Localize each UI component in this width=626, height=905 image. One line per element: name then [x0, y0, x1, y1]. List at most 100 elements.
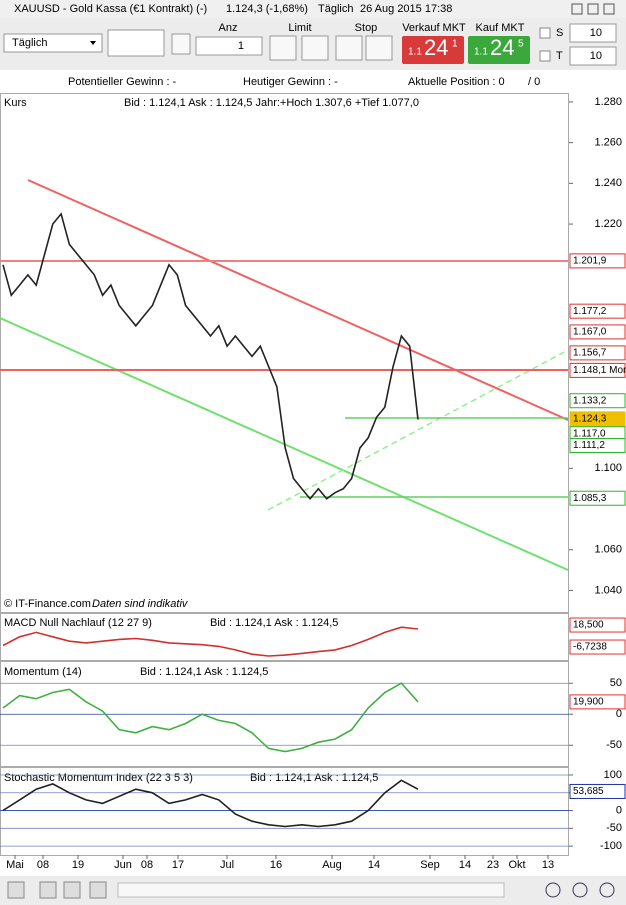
- period-select[interactable]: [3, 33, 103, 53]
- y-tick-label: 1.260: [594, 137, 622, 149]
- sell-label: Verkauf MKT: [402, 22, 466, 34]
- scrollbar[interactable]: [117, 882, 505, 898]
- macd-panel: [0, 613, 569, 661]
- x-tick-label: 23: [487, 859, 499, 871]
- price-marker-label: -6,7238: [573, 642, 607, 653]
- interval: Täglich: [318, 3, 353, 15]
- x-tick-label: 17: [172, 859, 184, 871]
- panel-name: Momentum (14): [4, 666, 82, 678]
- y-tick-label: 100: [604, 769, 622, 781]
- panel-name: MACD Null Nachlauf (12 27 9): [4, 617, 152, 629]
- price-marker-label: 1.117,0: [573, 428, 606, 439]
- disclaimer: Daten sind indikativ: [92, 598, 189, 610]
- tool-button[interactable]: [7, 881, 25, 899]
- s-checkbox[interactable]: [539, 27, 551, 39]
- price-marker-label: 1.085,3: [573, 493, 607, 504]
- price-marker-label: 1.167,0: [573, 327, 607, 338]
- sell-button[interactable]: [402, 36, 464, 64]
- window-button[interactable]: [603, 3, 615, 15]
- anz-input[interactable]: [195, 36, 263, 56]
- price-marker: [569, 393, 626, 409]
- y-tick-label: 50: [610, 677, 622, 689]
- price-marker-label: 1.111,2: [573, 440, 605, 451]
- price-marker: [569, 490, 626, 506]
- tool-button[interactable]: [89, 881, 107, 899]
- trend-line: [27, 179, 569, 421]
- t-checkbox[interactable]: [539, 50, 551, 62]
- anz-label: Anz: [219, 22, 238, 34]
- price-marker: [569, 694, 626, 710]
- panel-name: Stochastic Momentum Index (22 3 5 3): [4, 772, 193, 784]
- sell-price-main: 24: [424, 35, 448, 60]
- y-tick-label: 1.100: [594, 462, 622, 474]
- stop-buy[interactable]: [335, 35, 363, 61]
- series-line: [2, 682, 419, 753]
- tool-button[interactable]: [39, 881, 57, 899]
- position-suffix: / 0: [528, 76, 540, 88]
- x-tick-label: 08: [141, 859, 153, 871]
- zoom-button[interactable]: [599, 882, 615, 898]
- x-tick-label: 14: [368, 859, 380, 871]
- x-tick-label: Jul: [220, 859, 234, 871]
- window-button[interactable]: [571, 3, 583, 15]
- y-tick-label: 1.060: [594, 544, 622, 556]
- series-line: [2, 626, 419, 657]
- price-marker: [569, 345, 626, 361]
- price-marker: [569, 639, 626, 655]
- buy-price-prefix: 1.1: [474, 47, 488, 58]
- price-marker-label: 53,685: [573, 786, 604, 797]
- dropdown-arrow: [90, 41, 96, 45]
- settings-button[interactable]: [171, 33, 191, 55]
- price-marker-label: 1.177,2: [573, 306, 607, 317]
- indicator-button[interactable]: [107, 29, 165, 57]
- price-marker-label: 1.133,2: [573, 395, 607, 406]
- price-marker-label: 19,900: [573, 697, 604, 708]
- trend-line: [267, 349, 569, 511]
- series-line: [2, 212, 419, 501]
- stoch-panel: [0, 767, 569, 856]
- x-tick-label: 19: [72, 859, 84, 871]
- zoom-button[interactable]: [572, 882, 588, 898]
- zoom-button[interactable]: [545, 882, 561, 898]
- window-button[interactable]: [587, 3, 599, 15]
- limit-sell[interactable]: [301, 35, 329, 61]
- price-marker: [569, 783, 626, 799]
- price-marker-label: 1.201,9: [573, 256, 607, 267]
- price-marker-label: 1.124,3: [573, 413, 607, 424]
- panel-name: Kurs: [4, 97, 27, 109]
- stop-label: Stop: [355, 22, 378, 34]
- limit-label: Limit: [288, 22, 311, 34]
- quote: 1.124,3 (-1,68%): [226, 3, 308, 15]
- x-tick-label: Jun: [114, 859, 132, 871]
- y-tick-label: 0: [616, 708, 622, 720]
- y-tick-label: 1.040: [594, 584, 622, 596]
- t-input[interactable]: [569, 46, 617, 66]
- x-tick-label: 14: [459, 859, 471, 871]
- tool-button[interactable]: [63, 881, 81, 899]
- price-panel: [0, 93, 569, 613]
- datetime: 26 Aug 2015 17:38: [360, 3, 452, 15]
- price-marker: [569, 324, 626, 340]
- x-tick-label: Aug: [322, 859, 342, 871]
- y-tick-label: 1.240: [594, 177, 622, 189]
- buy-price-suffix: 5: [518, 39, 524, 50]
- x-tick-label: 08: [37, 859, 49, 871]
- panel-info: Bid : 1.124,1 Ask : 1.124,5: [140, 666, 268, 678]
- y-tick-label: 1.280: [594, 96, 622, 108]
- potential-gain: Potentieller Gewinn : -: [68, 76, 177, 88]
- title-bar: [0, 0, 626, 18]
- buy-label: Kauf MKT: [476, 22, 525, 34]
- buy-price-main: 24: [490, 35, 514, 60]
- period: Täglich: [12, 37, 47, 49]
- buy-button[interactable]: [468, 36, 530, 64]
- panel-info: Bid : 1.124,1 Ask : 1.124,5: [250, 772, 378, 784]
- y-tick-label: 1.220: [594, 218, 622, 230]
- price-marker: [569, 253, 626, 269]
- price-marker: [569, 617, 626, 633]
- limit-buy[interactable]: [269, 35, 297, 61]
- price-marker-label: 18,500: [573, 620, 604, 631]
- stop-sell[interactable]: [365, 35, 393, 61]
- s-input[interactable]: [569, 23, 617, 43]
- sell-price-prefix: 1.1: [408, 47, 422, 58]
